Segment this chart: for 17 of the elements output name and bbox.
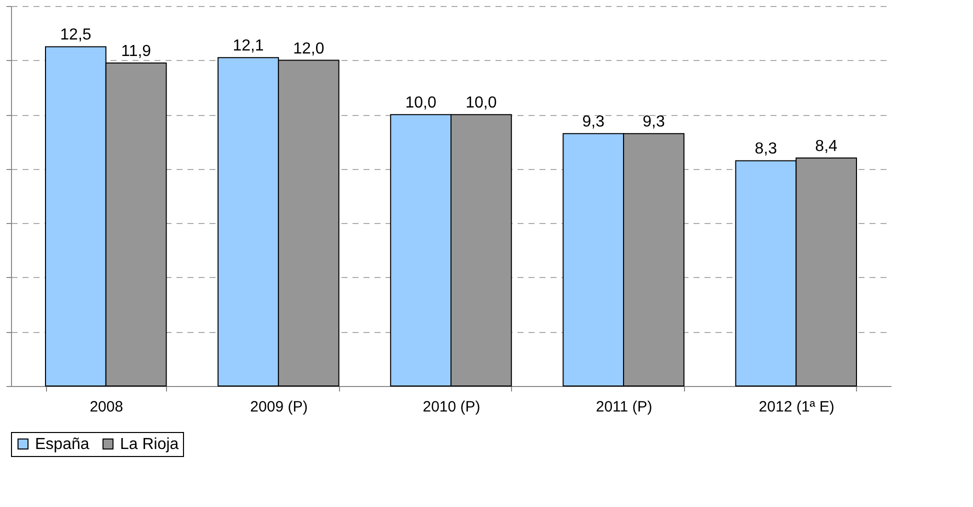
x-tick-label: 2011 (P) xyxy=(596,398,652,416)
data-label: 11,9 xyxy=(121,43,152,60)
legend-label: La Rioja xyxy=(120,436,179,453)
data-label: 8,3 xyxy=(754,140,778,158)
x-tick-label: 2008 xyxy=(90,398,124,416)
data-label: 12,5 xyxy=(60,26,92,44)
data-label: 9,3 xyxy=(642,114,665,131)
data-label: 10,0 xyxy=(405,94,436,112)
data-label: 12,1 xyxy=(232,38,264,55)
legend-label: España xyxy=(35,436,90,453)
x-tick-label: 2009 (P) xyxy=(250,398,308,416)
data-label: 9,3 xyxy=(582,114,605,131)
x-tick-label: 2012 (1ª E) xyxy=(758,398,834,416)
data-label: 8,4 xyxy=(815,138,838,155)
data-label: 10,0 xyxy=(466,94,497,112)
data-label: 12,0 xyxy=(293,40,324,58)
x-tick-label: 2010 (P) xyxy=(422,398,480,416)
